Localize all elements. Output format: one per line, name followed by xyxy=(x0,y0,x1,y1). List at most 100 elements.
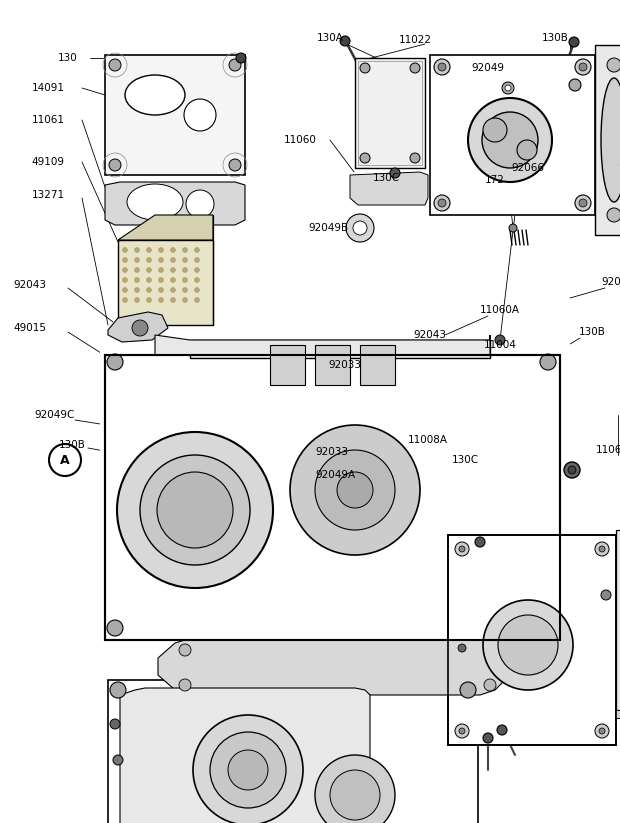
Circle shape xyxy=(353,221,367,235)
Circle shape xyxy=(170,248,175,253)
Text: 130C: 130C xyxy=(451,455,479,465)
Text: 92043: 92043 xyxy=(14,280,46,290)
Circle shape xyxy=(483,118,507,142)
Polygon shape xyxy=(155,335,490,355)
Bar xyxy=(100,335,570,635)
Circle shape xyxy=(170,277,175,282)
Text: 130B: 130B xyxy=(58,440,86,450)
Circle shape xyxy=(360,153,370,163)
Circle shape xyxy=(195,297,200,303)
Text: 92049: 92049 xyxy=(471,63,505,73)
Circle shape xyxy=(140,455,250,565)
Text: 11060: 11060 xyxy=(283,135,316,145)
Text: 92043: 92043 xyxy=(414,330,446,340)
Circle shape xyxy=(460,682,476,698)
Text: 130A: 130A xyxy=(317,33,343,43)
Circle shape xyxy=(159,297,164,303)
Circle shape xyxy=(182,297,187,303)
Circle shape xyxy=(159,287,164,292)
Circle shape xyxy=(135,258,140,263)
Circle shape xyxy=(107,620,123,636)
Circle shape xyxy=(390,168,400,178)
Bar xyxy=(430,55,595,215)
Circle shape xyxy=(468,98,552,182)
Text: 49015: 49015 xyxy=(14,323,46,333)
Circle shape xyxy=(195,267,200,272)
Text: 11060A: 11060A xyxy=(480,305,520,315)
Circle shape xyxy=(455,542,469,556)
Circle shape xyxy=(346,214,374,242)
Circle shape xyxy=(434,59,450,75)
Circle shape xyxy=(113,755,123,765)
Text: 49109: 49109 xyxy=(32,157,64,167)
Bar xyxy=(616,530,620,710)
Circle shape xyxy=(484,644,496,656)
Circle shape xyxy=(123,267,128,272)
Ellipse shape xyxy=(125,75,185,115)
Circle shape xyxy=(170,267,175,272)
Circle shape xyxy=(236,53,246,63)
Circle shape xyxy=(495,335,505,345)
Circle shape xyxy=(315,755,395,823)
Text: 11060: 11060 xyxy=(596,445,620,455)
Bar xyxy=(615,710,620,718)
Bar xyxy=(105,355,560,640)
Circle shape xyxy=(146,248,151,253)
Circle shape xyxy=(483,733,493,743)
Circle shape xyxy=(540,354,556,370)
Circle shape xyxy=(569,79,581,91)
Circle shape xyxy=(459,546,465,552)
Bar xyxy=(448,535,616,745)
Circle shape xyxy=(159,248,164,253)
Circle shape xyxy=(410,63,420,73)
Circle shape xyxy=(210,732,286,808)
Circle shape xyxy=(438,63,446,71)
Text: 11061: 11061 xyxy=(32,115,64,125)
Circle shape xyxy=(123,258,128,263)
Circle shape xyxy=(599,546,605,552)
Circle shape xyxy=(182,267,187,272)
Circle shape xyxy=(182,248,187,253)
Circle shape xyxy=(579,63,587,71)
Polygon shape xyxy=(120,688,370,823)
Circle shape xyxy=(484,679,496,691)
Circle shape xyxy=(575,195,591,211)
Circle shape xyxy=(498,615,558,675)
Circle shape xyxy=(569,37,579,47)
Circle shape xyxy=(438,199,446,207)
Circle shape xyxy=(601,590,611,600)
Circle shape xyxy=(182,287,187,292)
Circle shape xyxy=(410,153,420,163)
Text: 92033: 92033 xyxy=(329,360,361,370)
Text: 92049A: 92049A xyxy=(315,470,355,480)
Circle shape xyxy=(595,542,609,556)
Bar xyxy=(448,535,616,745)
Text: 172: 172 xyxy=(485,175,505,185)
Bar xyxy=(358,61,422,165)
Text: 130B: 130B xyxy=(541,33,569,43)
Circle shape xyxy=(146,287,151,292)
Circle shape xyxy=(517,140,537,160)
Text: 11004: 11004 xyxy=(484,340,516,350)
Circle shape xyxy=(135,267,140,272)
Polygon shape xyxy=(105,355,560,640)
Circle shape xyxy=(195,287,200,292)
Circle shape xyxy=(146,277,151,282)
Circle shape xyxy=(170,287,175,292)
Bar xyxy=(270,345,305,385)
Circle shape xyxy=(595,724,609,738)
Circle shape xyxy=(110,719,120,729)
Circle shape xyxy=(575,59,591,75)
Text: 92033: 92033 xyxy=(316,447,348,457)
Circle shape xyxy=(159,258,164,263)
Circle shape xyxy=(540,620,556,636)
Circle shape xyxy=(579,199,587,207)
Circle shape xyxy=(110,682,126,698)
Circle shape xyxy=(170,258,175,263)
Circle shape xyxy=(228,750,268,790)
Circle shape xyxy=(157,472,233,548)
Circle shape xyxy=(483,600,573,690)
Circle shape xyxy=(135,277,140,282)
Circle shape xyxy=(49,444,81,476)
Text: 92049: 92049 xyxy=(601,277,620,287)
